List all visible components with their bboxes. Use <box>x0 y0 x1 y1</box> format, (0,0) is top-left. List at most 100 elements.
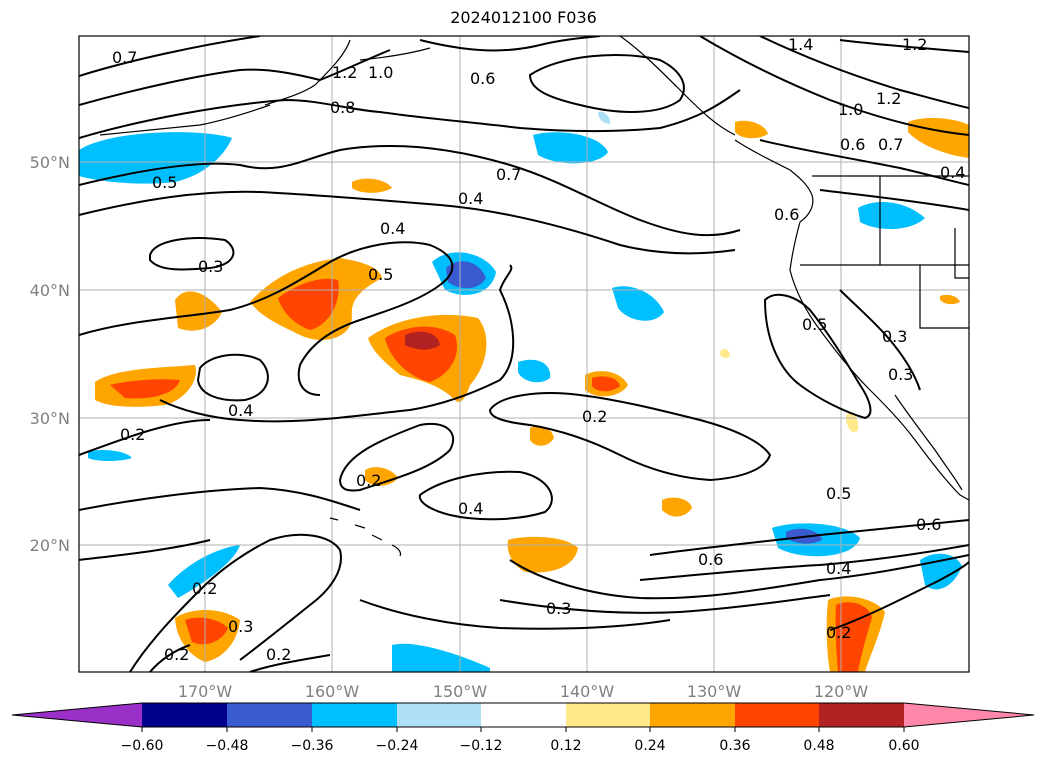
contour-label: 0.6 <box>774 205 799 224</box>
contour-label: 1.0 <box>838 100 863 119</box>
neg-strong <box>446 261 486 289</box>
contour-label: 0.7 <box>878 135 903 154</box>
contour-line <box>79 49 391 106</box>
map-title: 2024012100 F036 <box>450 8 597 27</box>
contour-line <box>159 264 515 423</box>
lon-label: 140°W <box>560 682 615 701</box>
colorbar-bin <box>481 703 566 727</box>
lon-label: 160°W <box>305 682 360 701</box>
contour-label: 0.4 <box>380 219 405 238</box>
contour-label: 0.7 <box>112 48 137 67</box>
contour-label: 0.3 <box>198 257 223 276</box>
lat-label: 20°N <box>30 536 70 555</box>
contour-label: 0.2 <box>120 425 145 444</box>
contour-label: 0.5 <box>368 265 393 284</box>
lon-label: 130°W <box>687 682 742 701</box>
neg-region <box>79 132 232 184</box>
colorbar: −0.60 −0.48 −0.36 −0.24 −0.12 0.12 0.24 … <box>11 702 1035 754</box>
neg-region <box>168 545 240 598</box>
coastlines <box>99 36 969 557</box>
colorbar-tick-label: 0.48 <box>803 738 834 754</box>
contour-label: 0.3 <box>228 617 253 636</box>
colorbar-bin <box>227 703 312 727</box>
contour-label: 0.6 <box>840 135 865 154</box>
contour-label: 0.2 <box>582 407 607 426</box>
contour-label: 0.6 <box>470 69 495 88</box>
contour-label: 0.5 <box>152 173 177 192</box>
contour-line <box>79 144 741 237</box>
contour-label: 0.2 <box>826 623 851 642</box>
pos-region <box>735 120 768 139</box>
contour-label: 0.4 <box>228 401 253 420</box>
colorbar-tick-label: 0.36 <box>719 738 750 754</box>
state-border <box>800 176 969 329</box>
neg-region <box>392 643 490 672</box>
contour-line <box>418 470 553 521</box>
neg-region <box>612 286 664 321</box>
lon-label: 120°W <box>814 682 869 701</box>
contour-label: 0.4 <box>458 499 483 518</box>
contour-line <box>196 353 269 402</box>
colorbar-tick-label: 0.24 <box>634 738 665 754</box>
contour-line <box>79 486 361 511</box>
lat-axis-labels: 50°N 40°N 30°N 20°N <box>30 153 70 555</box>
contour-line <box>419 36 601 52</box>
contour-label: 0.3 <box>546 599 571 618</box>
plot-area: 0.7 1.2 1.0 0.6 1.4 1.2 0.8 1.0 1.2 0.6 … <box>79 35 969 672</box>
colorbar-bin <box>397 703 481 727</box>
neg-region <box>533 132 608 164</box>
colorbar-tick-label: 0.12 <box>550 738 581 754</box>
colorbar-tick-label: −0.12 <box>460 738 503 754</box>
pos-region <box>175 291 222 331</box>
contour-line <box>819 189 969 211</box>
lat-label: 50°N <box>30 153 70 172</box>
contour-label: 0.5 <box>802 315 827 334</box>
pos-weak <box>720 349 730 359</box>
contour-line <box>79 190 736 255</box>
contour-label: 0.6 <box>916 515 941 534</box>
contour-line <box>79 419 211 456</box>
contour-line <box>359 599 671 630</box>
contour-label: 0.2 <box>164 645 189 664</box>
hawaii <box>329 517 402 557</box>
contour-label: 1.4 <box>788 35 813 54</box>
neg-region <box>518 359 551 383</box>
contour-label: 0.2 <box>192 579 217 598</box>
pos-strong <box>385 326 458 382</box>
contour-label: 0.2 <box>356 471 381 490</box>
contour-line <box>79 36 261 77</box>
contour-lines <box>79 36 969 672</box>
aleutian-islands <box>99 104 271 136</box>
contour-line <box>649 519 969 556</box>
contour-label: 0.2 <box>266 645 291 664</box>
pos-region <box>662 497 692 517</box>
contour-label: 0.7 <box>496 165 521 184</box>
contour-label: 0.4 <box>940 163 965 182</box>
contour-line <box>79 89 741 139</box>
colorbar-bin <box>312 703 397 727</box>
contour-line <box>839 289 921 391</box>
lon-label: 150°W <box>433 682 488 701</box>
pos-strong <box>278 278 339 330</box>
plot-frame <box>78 35 970 673</box>
contour-line <box>699 36 969 136</box>
contour-line <box>639 544 969 581</box>
pos-strong <box>835 602 872 672</box>
bc-coast <box>734 139 814 223</box>
contour-label: 0.8 <box>330 98 355 117</box>
colorbar-bin <box>142 703 227 727</box>
colorbar-extend-left <box>12 703 142 727</box>
neg-region <box>88 450 132 461</box>
contour-line <box>528 54 685 113</box>
contour-line <box>759 139 969 186</box>
contour-label: 1.2 <box>876 89 901 108</box>
colorbar-tick-label: −0.24 <box>376 738 419 754</box>
contour-line <box>149 644 331 672</box>
contour-labels: 0.7 1.2 1.0 0.6 1.4 1.2 0.8 1.0 1.2 0.6 … <box>112 35 965 664</box>
contour-label: 0.3 <box>882 327 907 346</box>
contour-label: 1.2 <box>902 35 927 54</box>
pos-strong <box>592 376 620 392</box>
colorbar-ticks <box>141 727 905 732</box>
colorbar-tick-label: −0.36 <box>291 738 334 754</box>
